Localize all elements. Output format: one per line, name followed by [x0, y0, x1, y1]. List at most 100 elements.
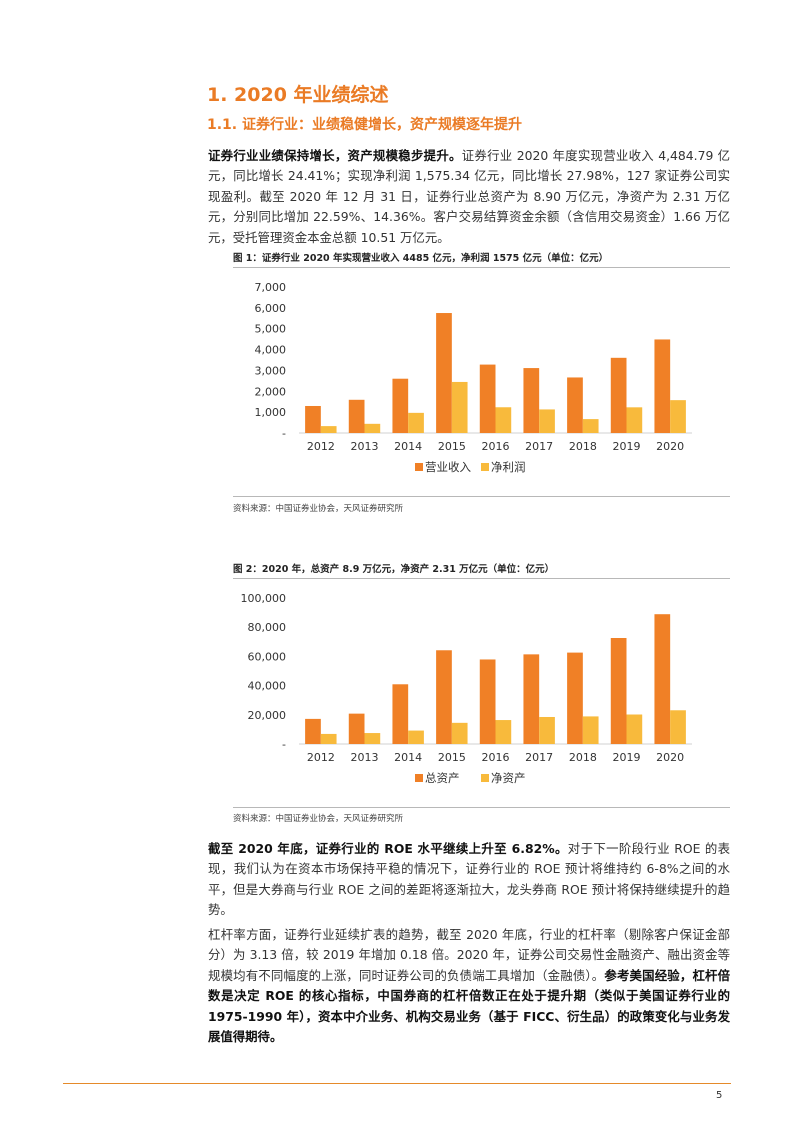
- bar-series2: [408, 730, 424, 744]
- paragraph-industry-performance: 证券行业业绩保持增长，资产规模稳步提升。证券行业 2020 年度实现营业收入 4…: [208, 146, 730, 248]
- bar-series2: [670, 400, 686, 433]
- y-tick-label: 5,000: [255, 323, 287, 336]
- x-tick-label: 2012: [307, 440, 335, 453]
- figure1-chart: - 1,000 2,000 3,000 4,000 5,000 6,000 7,000 2012…: [233, 272, 730, 492]
- bar-series2: [495, 407, 512, 433]
- bar-series2: [364, 423, 381, 433]
- bar-series1: [305, 405, 321, 433]
- page-number: 5: [716, 1090, 723, 1101]
- bar-series1: [348, 713, 365, 744]
- y-tick-label: 6,000: [255, 302, 287, 315]
- bar-series2: [539, 409, 555, 433]
- figure1-top-rule: [233, 267, 730, 268]
- bar-series1: [610, 357, 627, 433]
- x-tick-label: 2019: [613, 440, 641, 453]
- chart-legend: 营业收入 净利润: [415, 460, 526, 474]
- y-tick-label: -: [282, 427, 286, 440]
- bar-series1: [567, 652, 583, 744]
- y-tick-label: 80,000: [248, 621, 287, 634]
- x-tick-label: 2016: [482, 751, 510, 764]
- bar-series1: [654, 339, 671, 433]
- paragraph-lead: 证券行业业绩保持增长，资产规模稳步提升。: [208, 148, 462, 163]
- figure2-top-rule: [233, 578, 730, 579]
- bar-series1: [610, 638, 627, 744]
- paragraph-emphasis: 参考美国经验，杠杆倍数是决定 ROE 的核心指标，中国券商的杠杆倍数正在处于提升…: [208, 967, 730, 1045]
- figure2-source: 资料来源：中国证券业协会，天风证券研究所: [233, 814, 404, 824]
- figure2-bottom-rule: [233, 807, 730, 808]
- legend-label: 营业收入: [425, 460, 471, 474]
- x-tick-label: 2014: [394, 751, 422, 764]
- x-tick-label: 2016: [482, 440, 510, 453]
- y-tick-label: 60,000: [248, 650, 287, 663]
- bar-series2: [364, 733, 381, 744]
- legend-label: 净资产: [491, 771, 526, 785]
- paragraph-body: 证券行业 2020 年度实现营业收入 4,484.79 亿元，同比增长 24.4…: [208, 148, 731, 245]
- x-tick-label: 2017: [525, 751, 553, 764]
- legend-label: 净利润: [491, 460, 526, 474]
- legend-label: 总资产: [425, 771, 460, 785]
- paragraph-leverage: 杠杆率方面，证券行业延续扩表的趋势，截至 2020 年底，行业的杠杆率（剔除客户…: [208, 925, 730, 1047]
- bar-series1: [479, 659, 496, 744]
- bar-series2: [539, 716, 555, 744]
- bar-series1: [479, 364, 496, 433]
- y-tick-label: 100,000: [241, 592, 287, 605]
- legend-swatch: [481, 463, 489, 471]
- bar-series1: [348, 399, 365, 433]
- bar-series1: [523, 654, 540, 744]
- y-tick-label: 7,000: [255, 281, 287, 294]
- bar-series1: [654, 614, 671, 744]
- paragraph-lead: 截至 2020 年底，证券行业的 ROE 水平继续上升至 6.82%。: [208, 841, 568, 856]
- y-tick-label: 20,000: [248, 709, 287, 722]
- x-tick-label: 2018: [569, 751, 597, 764]
- bar-series1: [436, 313, 452, 433]
- x-tick-label: 2017: [525, 440, 553, 453]
- figure2-caption: 图 2：2020 年，总资产 8.9 万亿元，净资产 2.31 万亿元（单位：亿…: [233, 564, 555, 575]
- x-tick-label: 2013: [351, 440, 379, 453]
- bar-series2: [626, 714, 643, 744]
- x-tick-label: 2014: [394, 440, 422, 453]
- y-tick-label: 40,000: [248, 680, 287, 693]
- chart-legend: 总资产 净资产: [415, 771, 526, 785]
- bar-series2: [495, 720, 512, 744]
- y-tick-label: 2,000: [255, 385, 287, 398]
- bar-series2: [320, 733, 337, 744]
- bar-series1: [392, 378, 409, 433]
- x-tick-label: 2012: [307, 751, 335, 764]
- x-tick-label: 2020: [656, 751, 684, 764]
- bar-series1: [567, 377, 583, 433]
- bar-series1: [436, 650, 452, 744]
- y-tick-label: 1,000: [255, 406, 287, 419]
- bar-series2: [626, 407, 643, 433]
- bar-series2: [408, 412, 424, 433]
- y-tick-label: 4,000: [255, 344, 287, 357]
- figure2-chart: - 20,000 40,000 60,000 80,000 100,000 2012 2013…: [233, 583, 730, 803]
- chart1-svg: - 1,000 2,000 3,000 4,000 5,000 6,000 7,000 2012…: [255, 281, 692, 474]
- bar-series1: [523, 368, 540, 433]
- x-tick-label: 2015: [438, 440, 466, 453]
- paragraph-roe: 截至 2020 年底，证券行业的 ROE 水平继续上升至 6.82%。对于下一阶…: [208, 839, 730, 921]
- bar-series2: [582, 716, 599, 744]
- bar-series2: [451, 722, 468, 744]
- y-tick-label: 3,000: [255, 364, 287, 377]
- legend-swatch: [415, 774, 423, 782]
- bar-series1: [305, 718, 321, 744]
- bar-series2: [320, 426, 337, 433]
- legend-swatch: [415, 463, 423, 471]
- paragraph-body: 对于下一阶段行业 ROE 的表现，我们认为在资本市场保持平稳的情况下，证券行业的…: [208, 841, 730, 918]
- chart2-svg: - 20,000 40,000 60,000 80,000 100,000 2012 2013…: [241, 592, 692, 785]
- legend-swatch: [481, 774, 489, 782]
- x-tick-label: 2020: [656, 440, 684, 453]
- bar-series2: [582, 419, 599, 433]
- x-tick-label: 2019: [613, 751, 641, 764]
- paragraph-body: 杠杆率方面，证券行业延续扩表的趋势，截至 2020 年底，行业的杠杆率（剔除客户…: [208, 927, 730, 983]
- figure1-bottom-rule: [233, 496, 730, 497]
- x-tick-label: 2015: [438, 751, 466, 764]
- bar-series2: [670, 710, 686, 744]
- y-tick-label: -: [282, 738, 286, 751]
- figure1-caption: 图 1：证券行业 2020 年实现营业收入 4485 亿元，净利润 1575 亿…: [233, 253, 609, 264]
- bar-series1: [392, 684, 409, 744]
- section-heading: 1. 2020 年业绩综述: [207, 84, 389, 106]
- x-tick-label: 2013: [351, 751, 379, 764]
- subsection-heading: 1.1. 证券行业：业绩稳健增长，资产规模逐年提升: [207, 117, 522, 133]
- footer-rule: [63, 1083, 731, 1084]
